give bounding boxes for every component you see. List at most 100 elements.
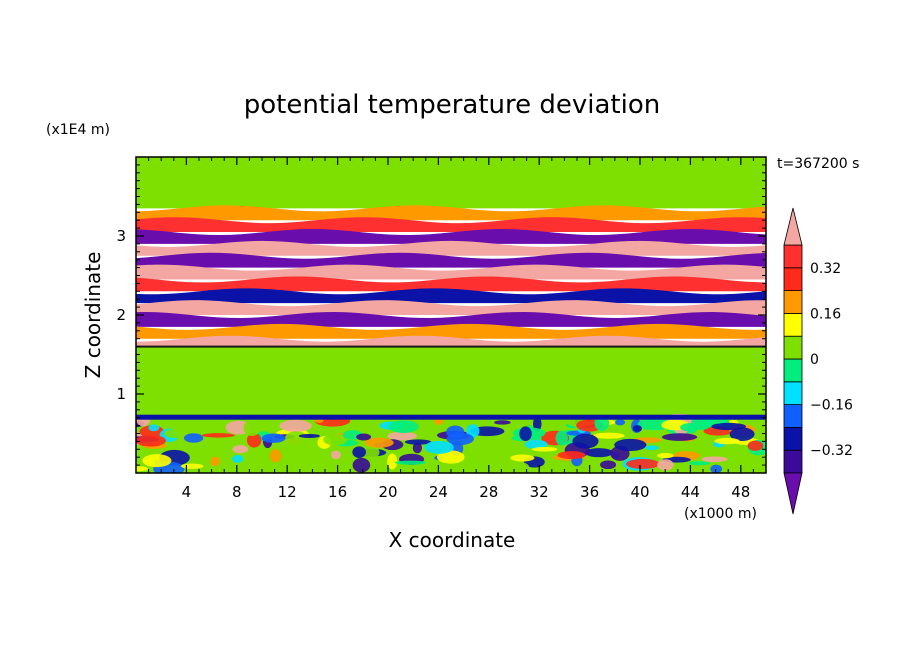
- y-axis-label: Z coordinate: [81, 252, 105, 379]
- colorbar-segment: [783, 358, 803, 383]
- x-tick-label: 32: [530, 483, 549, 501]
- eddy-patch: [494, 420, 511, 425]
- eddy-patch: [688, 461, 711, 466]
- x-tick-label: 12: [278, 483, 297, 501]
- eddy-patch: [364, 437, 394, 448]
- y-unit-label: (x1E4 m): [46, 122, 110, 138]
- eddy-patch: [524, 439, 548, 449]
- eddy-patch: [279, 419, 312, 432]
- y-axis-ticks: 1 2 3: [116, 164, 766, 466]
- boundary-layer-eddies: [136, 345, 766, 473]
- x-tick-label: 44: [681, 483, 700, 501]
- contour-band: [136, 312, 766, 327]
- x-tick-label: 48: [731, 483, 750, 501]
- eddy-patch: [411, 420, 438, 433]
- y-tick-label: 2: [116, 306, 126, 324]
- eddy-patch: [210, 456, 220, 467]
- eddy-patch: [261, 433, 286, 443]
- x-tick-label: 8: [232, 483, 242, 501]
- eddy-patch: [644, 445, 659, 451]
- eddy-patch: [387, 453, 398, 470]
- time-label: t=367200 s: [777, 156, 859, 172]
- eddy-patch: [510, 454, 535, 462]
- eddy-patch: [284, 431, 309, 447]
- colorbar-segment: [783, 335, 803, 360]
- eddy-patch: [555, 430, 568, 446]
- contour-band: [136, 323, 766, 339]
- eddy-patch: [388, 420, 419, 433]
- eddy-patch: [600, 460, 617, 470]
- eddy-patch: [323, 433, 348, 446]
- eddy-patch: [436, 450, 465, 464]
- eddy-patch: [466, 424, 480, 438]
- colorbar-segment: [783, 290, 803, 314]
- eddy-patch: [557, 451, 586, 460]
- eddy-patch: [532, 416, 542, 432]
- y-tick-label: 3: [116, 227, 126, 245]
- eddy-patch: [232, 444, 249, 454]
- contour-band: [136, 288, 766, 304]
- colorbar-segment: [783, 449, 803, 474]
- layer-edge: [136, 414, 766, 420]
- colorbar-tick-label: 0: [810, 352, 819, 368]
- eddy-patch: [424, 440, 454, 454]
- eddy-patch: [632, 425, 642, 432]
- colorbar-segment: [783, 244, 803, 269]
- contour-band: [136, 346, 766, 418]
- contour-band: [136, 264, 766, 280]
- eddy-patch: [180, 463, 204, 469]
- contour-band: [136, 300, 766, 315]
- colorbar-tick-label: −0.16: [810, 398, 853, 414]
- colorbar-segment: [783, 404, 803, 428]
- eddy-patch: [243, 420, 261, 436]
- eddy-patch: [657, 459, 674, 471]
- colorbar-segment: [783, 267, 803, 291]
- colorbar-tick-label: 0.16: [810, 306, 841, 322]
- colorbar-segment: [783, 312, 803, 337]
- eddy-patch: [136, 466, 149, 472]
- eddy-patch: [387, 431, 418, 441]
- eddy-patch: [519, 426, 532, 442]
- eddy-patch: [615, 419, 626, 426]
- x-tick-label: 36: [580, 483, 599, 501]
- eddy-patch: [330, 450, 341, 460]
- eddy-patch: [352, 446, 366, 459]
- contour-band: [136, 229, 766, 244]
- eddy-patch: [592, 432, 625, 439]
- y-tick-label: 1: [116, 385, 126, 403]
- colorbar-segment: [783, 381, 803, 405]
- eddy-patch: [584, 448, 614, 458]
- colorbar-extend-low: [783, 472, 803, 515]
- eddy-patch: [298, 433, 320, 438]
- x-axis-label: X coordinate: [389, 528, 516, 552]
- layer-edge: [136, 345, 766, 348]
- eddy-patch: [661, 433, 698, 441]
- eddy-patch: [394, 460, 427, 465]
- x-tick-label: 40: [630, 483, 649, 501]
- eddy-patch: [531, 446, 558, 452]
- x-unit-label: (x1000 m): [684, 506, 757, 522]
- x-tick-label: 28: [479, 483, 498, 501]
- contour-band: [136, 276, 766, 292]
- eddy-patch: [513, 462, 530, 473]
- eddy-patch: [626, 458, 660, 469]
- chart-title: potential temperature deviation: [244, 90, 660, 120]
- x-axis-ticks: 4 8 12 16 20 24 28 32 36 40 44 48: [148, 157, 754, 501]
- eddy-patch: [710, 464, 723, 473]
- eddy-patch: [468, 444, 493, 454]
- contour-band: [136, 240, 766, 256]
- eddy-patch: [572, 433, 599, 449]
- eddy-patch: [404, 439, 432, 445]
- plot-area: [136, 157, 766, 473]
- colorbar: 0.32 0.16 0 −0.16 −0.32: [783, 207, 853, 515]
- colorbar-segment: [783, 426, 803, 451]
- eddy-patch: [148, 424, 160, 432]
- contour-band: [136, 157, 766, 209]
- x-tick-label: 24: [429, 483, 448, 501]
- colorbar-tick-label: −0.32: [810, 443, 853, 459]
- eddy-patch: [657, 452, 674, 459]
- eddy-patch: [352, 457, 371, 473]
- eddy-patch: [269, 449, 282, 463]
- eddy-patch: [232, 454, 244, 463]
